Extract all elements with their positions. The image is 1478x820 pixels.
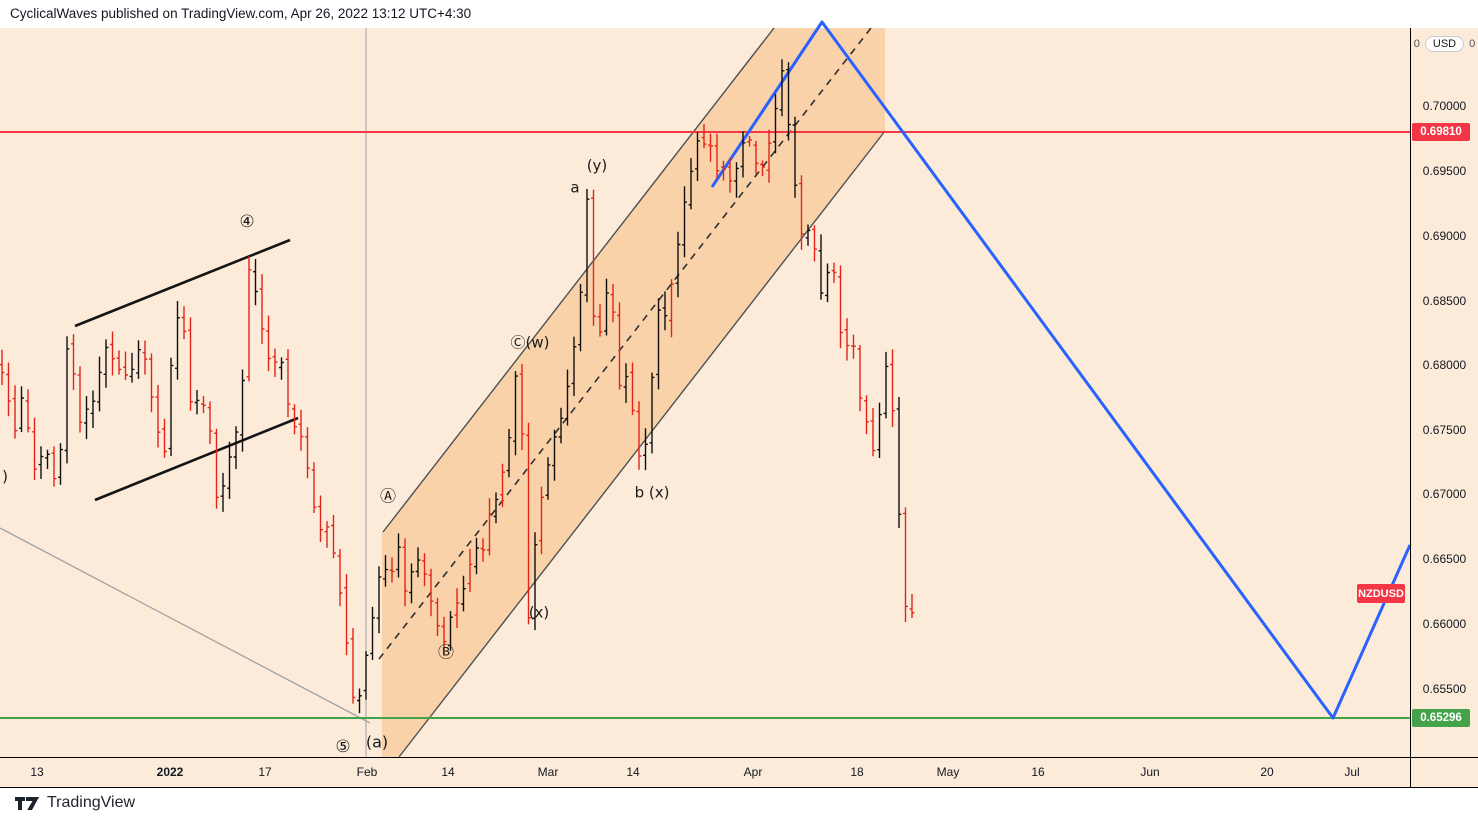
time-tick-label: 17 bbox=[258, 765, 272, 779]
tradingview-logo-text: TradingView bbox=[47, 794, 136, 811]
price-tick-label: 0.66000 bbox=[1422, 617, 1467, 631]
time-axis-bottom-border bbox=[0, 787, 1478, 788]
time-tick-label: Jul bbox=[1344, 765, 1360, 779]
price-tick-label: 0.68500 bbox=[1422, 294, 1467, 308]
price-tick-label: 0.67000 bbox=[1422, 487, 1467, 501]
price-level-badge: 0.65296 bbox=[1412, 709, 1470, 727]
wave-label: Ⓑ bbox=[438, 643, 454, 662]
time-tick-label: 13 bbox=[30, 765, 44, 779]
symbol-price-badge: NZDUSD bbox=[1357, 584, 1405, 603]
axis-unit-controls: 0 USD 0 bbox=[1411, 36, 1478, 52]
wave-label: (a) bbox=[366, 733, 388, 752]
time-tick-label: May bbox=[936, 765, 960, 779]
time-tick-label: 14 bbox=[441, 765, 455, 779]
wave-label: b (x) bbox=[635, 484, 670, 502]
time-tick-label: 14 bbox=[626, 765, 640, 779]
price-tick-label: 0.69000 bbox=[1422, 229, 1467, 243]
price-tick-label: 0.69500 bbox=[1422, 164, 1467, 178]
attribution-text: CyclicalWaves published on TradingView.c… bbox=[10, 6, 472, 21]
time-tick-label: 20 bbox=[1260, 765, 1274, 779]
price-tick-label: 0.67500 bbox=[1422, 423, 1467, 437]
time-axis-top-border bbox=[0, 757, 1478, 758]
wave-label: ④ bbox=[239, 212, 254, 232]
time-tick-label: Apr bbox=[743, 765, 763, 779]
tradingview-logo[interactable]: TradingView bbox=[14, 794, 135, 812]
time-tick-label: Feb bbox=[356, 765, 378, 779]
time-axis[interactable]: 13 2022 17 Feb 14 Mar 14 Apr 18 May 16 Jun 20 Jul bbox=[0, 758, 1410, 787]
time-tick-label: Mar bbox=[537, 765, 559, 779]
price-tick-label: 0.66500 bbox=[1422, 552, 1467, 566]
price-axis[interactable]: 0.70000 0.69500 0.69000 0.68500 0.68000 0.675… bbox=[1411, 28, 1478, 757]
chart-background bbox=[0, 28, 1478, 788]
price-tick-label: 0.70000 bbox=[1422, 99, 1467, 113]
time-tick-label: 2022 bbox=[156, 765, 184, 779]
wave-label: (y) bbox=[587, 157, 608, 175]
time-tick-label: Jun bbox=[1140, 765, 1160, 779]
price-tick-label: 0.65500 bbox=[1422, 682, 1467, 696]
wave-label: a bbox=[570, 179, 579, 197]
wave-label: ⑤ bbox=[335, 737, 350, 757]
price-level-badge: 0.69810 bbox=[1412, 123, 1470, 141]
tradingview-logo-icon bbox=[15, 796, 39, 810]
time-tick-label: 18 bbox=[850, 765, 864, 779]
wave-label: Ⓒ(w) bbox=[511, 334, 550, 352]
wave-label: ) bbox=[2, 468, 8, 486]
currency-unit-button[interactable]: USD bbox=[1424, 36, 1465, 52]
price-tick-label: 0.68000 bbox=[1422, 358, 1467, 372]
axis-zero-right: 0 bbox=[1469, 38, 1476, 50]
wave-label: (x) bbox=[529, 604, 550, 622]
wave-label: Ⓐ bbox=[380, 487, 396, 506]
price-axis-border bbox=[1410, 28, 1411, 788]
axis-zero-left: 0 bbox=[1413, 38, 1420, 50]
time-tick-label: 16 bbox=[1031, 765, 1045, 779]
